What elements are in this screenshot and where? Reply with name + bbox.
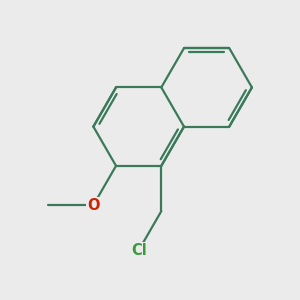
Text: O: O: [87, 198, 100, 213]
Text: Cl: Cl: [131, 243, 147, 258]
